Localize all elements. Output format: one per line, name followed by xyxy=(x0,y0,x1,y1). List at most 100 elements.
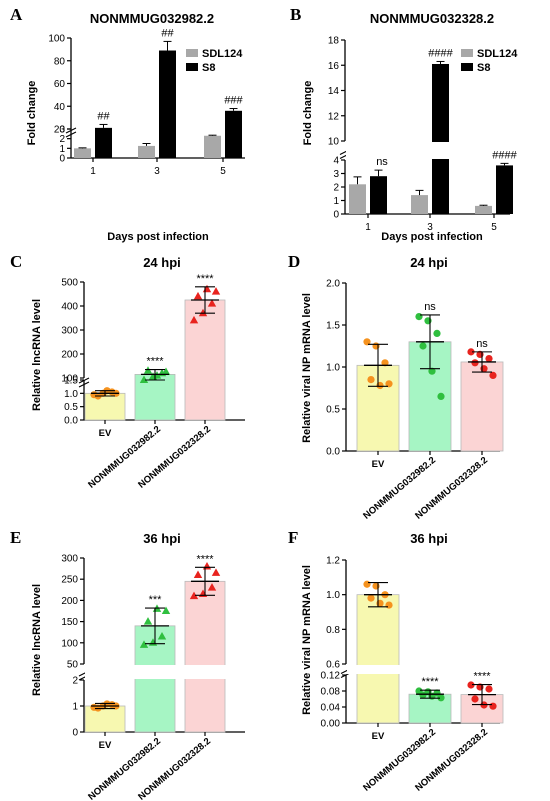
bar xyxy=(95,127,112,158)
y-tick-label: 0.6 xyxy=(326,660,340,671)
y-tick-label: 80 xyxy=(54,56,66,67)
axis-break-mark xyxy=(65,127,77,138)
bar xyxy=(411,195,428,214)
chart-title: 36 hpi xyxy=(143,531,181,546)
y-tick-label: 1 xyxy=(333,196,339,207)
x-axis-label: Days post infection xyxy=(381,231,483,243)
data-point xyxy=(437,694,445,702)
y-tick-label: 10 xyxy=(328,137,340,148)
y-tick-label: 16 xyxy=(328,61,340,72)
legend-swatch xyxy=(461,49,473,57)
bar xyxy=(184,580,226,733)
panel-label-c: C xyxy=(10,252,22,271)
y-axis-label: Relative viral NP mRNA level xyxy=(301,565,313,715)
y-tick-label: 12 xyxy=(328,111,340,122)
y-tick-label: 100 xyxy=(61,638,78,649)
axis-break-gap xyxy=(347,665,501,674)
y-tick-label: 1.5 xyxy=(326,321,340,332)
bar xyxy=(84,392,126,421)
axis-break-mark xyxy=(78,377,90,388)
y-tick-label: 0.00 xyxy=(321,719,341,730)
data-point xyxy=(193,570,203,578)
bar xyxy=(74,148,91,158)
chart-title: 24 hpi xyxy=(143,255,181,270)
y-tick-label: 1.0 xyxy=(326,363,340,374)
chart-title: NONMMUG032328.2 xyxy=(370,11,494,26)
bar xyxy=(84,705,126,733)
significance-label: **** xyxy=(196,553,214,565)
y-tick-label: 40 xyxy=(54,102,66,113)
data-point xyxy=(415,313,423,321)
y-tick-label: 2 xyxy=(333,183,339,194)
y-axis-label: Fold change xyxy=(302,81,314,146)
data-point xyxy=(381,359,389,367)
x-tick-label: EV xyxy=(99,740,112,751)
significance-label: **** xyxy=(473,671,491,683)
bar xyxy=(432,63,449,214)
chart-title: NONMMUG032982.2 xyxy=(90,11,214,26)
data-point xyxy=(211,287,221,295)
significance-label: #### xyxy=(428,47,453,59)
y-tick-label: 1 xyxy=(59,144,65,155)
significance-label: **** xyxy=(421,676,439,688)
bar xyxy=(356,594,400,724)
data-point xyxy=(211,568,221,576)
bar xyxy=(225,110,242,158)
data-point xyxy=(433,329,441,337)
data-point xyxy=(367,594,375,602)
legend-swatch xyxy=(186,63,198,71)
data-point xyxy=(485,355,493,363)
y-tick-label: 0.5 xyxy=(326,405,340,416)
bar xyxy=(475,205,492,214)
bar xyxy=(460,361,504,452)
y-tick-label: 500 xyxy=(61,278,78,289)
data-point xyxy=(471,359,479,367)
data-point xyxy=(467,681,475,689)
data-point xyxy=(428,367,436,375)
legend-swatch xyxy=(186,49,198,57)
y-tick-label: 0 xyxy=(333,210,339,221)
y-tick-label: 2 xyxy=(59,134,65,145)
axis-break-gap xyxy=(346,142,511,159)
x-tick-label: 1 xyxy=(365,222,371,233)
bar xyxy=(159,50,176,159)
legend-label: SDL124 xyxy=(477,48,518,60)
chart-title: 24 hpi xyxy=(410,255,448,270)
y-tick-label: 0 xyxy=(72,728,78,739)
data-point xyxy=(207,299,217,307)
y-tick-label: 1.0 xyxy=(326,590,340,601)
y-tick-label: 100 xyxy=(48,34,65,45)
y-tick-label: 50 xyxy=(67,660,79,671)
data-point xyxy=(471,695,479,703)
y-tick-label: 200 xyxy=(61,596,78,607)
y-tick-label: 0.5 xyxy=(64,402,78,413)
axis-break-gap xyxy=(85,665,246,679)
data-point xyxy=(207,583,217,591)
y-axis-label: Relative lncRNA level xyxy=(31,299,43,411)
data-point xyxy=(139,640,149,648)
data-point xyxy=(157,631,167,640)
significance-label: #### xyxy=(492,149,517,161)
y-axis-label: Fold change xyxy=(26,81,38,146)
legend-label: SDL124 xyxy=(202,48,243,60)
data-point xyxy=(189,315,199,324)
data-point xyxy=(189,591,199,600)
panel-label-e: E xyxy=(10,528,21,547)
x-tick-label: EV xyxy=(372,731,385,742)
bar xyxy=(496,165,513,214)
x-tick-label: 1 xyxy=(90,166,96,177)
y-tick-label: 4 xyxy=(333,156,339,167)
bar xyxy=(184,299,226,421)
y-tick-label: 3 xyxy=(333,169,339,180)
data-point xyxy=(363,580,371,588)
data-point xyxy=(489,371,497,379)
data-point xyxy=(143,617,153,625)
y-tick-label: 2 xyxy=(72,676,78,687)
legend-label: S8 xyxy=(202,62,215,74)
significance-label: ns xyxy=(376,156,388,168)
bar xyxy=(138,145,155,158)
data-point xyxy=(139,375,149,383)
significance-label: ns xyxy=(424,301,436,313)
x-tick-label: 5 xyxy=(220,166,226,177)
y-tick-label: 0.0 xyxy=(64,416,78,427)
